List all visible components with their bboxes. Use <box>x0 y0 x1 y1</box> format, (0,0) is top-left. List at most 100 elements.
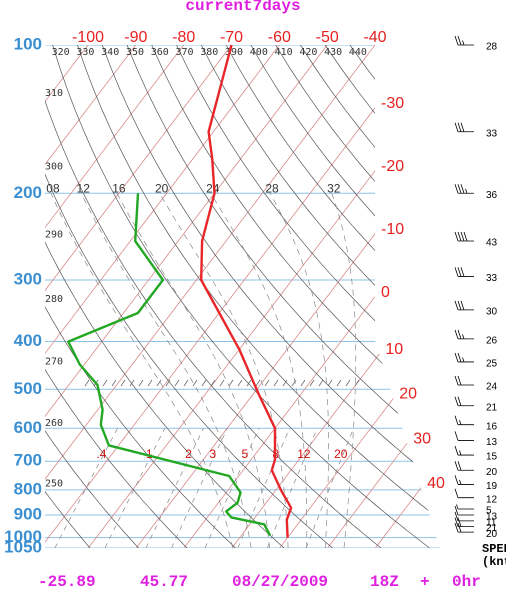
mixing-ratio <box>266 428 318 548</box>
footer-date: 08/27/2009 <box>232 573 328 591</box>
dry-adiabat <box>45 45 91 548</box>
mixing-label: 20 <box>334 447 348 461</box>
isotherm <box>45 45 328 548</box>
profile-line <box>67 193 272 536</box>
hatch <box>84 379 360 387</box>
temperature-label: 20 <box>399 386 417 403</box>
dry-adiabat <box>225 45 440 548</box>
wind-barb <box>454 431 474 441</box>
theta-label: 310 <box>45 88 63 99</box>
wind-barb <box>454 415 474 426</box>
dry-adiabat <box>52 45 430 548</box>
isotherm <box>45 45 137 548</box>
wind-speed: 5 <box>486 506 492 517</box>
mixing-ratio <box>204 428 260 548</box>
wind-speed: 43 <box>486 238 498 249</box>
labels: 10020030040050060070080090010001050-100-… <box>4 29 445 556</box>
isotherm <box>135 45 440 548</box>
wind-speed: 30 <box>486 307 498 318</box>
mixing-label: 1 <box>146 447 153 461</box>
theta-label: 360 <box>151 47 169 58</box>
wind-barb <box>454 375 474 386</box>
footer-hour: 18Z <box>370 573 399 591</box>
wind-barb <box>456 504 474 510</box>
wind-speed: 33 <box>486 273 498 284</box>
dry-adiabat <box>324 45 440 548</box>
wind-unit: (knts) <box>482 555 506 569</box>
wind-barb <box>454 352 474 363</box>
theta-label: 380 <box>200 47 218 58</box>
temperature-label: -60 <box>268 29 291 46</box>
theta-label: 280 <box>45 294 63 305</box>
pressure-label: 500 <box>14 379 42 398</box>
footer-plus: + <box>420 573 430 591</box>
temperature-label: -20 <box>381 158 404 175</box>
wind-barb <box>454 511 474 522</box>
wind-speed: 13 <box>486 512 498 523</box>
temperature-label: -10 <box>381 221 404 238</box>
mixing-label: 5 <box>241 447 248 461</box>
theta-label: 270 <box>45 356 63 367</box>
dry-adiabat <box>77 45 440 548</box>
pressure-label: 300 <box>14 269 42 288</box>
theta-label: 290 <box>45 229 63 240</box>
theta-label: 340 <box>101 47 119 58</box>
isotherm <box>183 45 440 548</box>
theta-label: 400 <box>250 47 268 58</box>
wind-barb <box>454 300 474 311</box>
wind-speed: 20 <box>486 529 498 540</box>
pressure-label: 800 <box>14 479 42 498</box>
wind-barb <box>454 445 474 456</box>
wind-speed: 26 <box>486 336 498 347</box>
dry-adiabat <box>275 45 440 548</box>
dry-adiabat <box>349 45 440 548</box>
isotherm <box>45 45 424 548</box>
wind-speed: 24 <box>486 382 498 393</box>
theta-label: 350 <box>126 47 144 58</box>
wind-speed: 11 <box>486 518 497 529</box>
dry-adiabat <box>45 45 382 548</box>
footer-forecast: 0hr <box>452 573 481 591</box>
wind-barb <box>454 329 474 340</box>
pressure-label: 400 <box>14 331 42 350</box>
moist-adiabat <box>210 193 308 548</box>
wind-barb <box>454 122 474 133</box>
pressure-label: 700 <box>14 451 42 470</box>
isotherm <box>45 45 280 548</box>
pressure-label: 900 <box>14 505 42 524</box>
moist-adiabat <box>331 193 357 548</box>
pressure-label: 100 <box>14 34 42 53</box>
wind-speed: 33 <box>486 128 498 139</box>
temperature-label: 10 <box>385 341 403 358</box>
theta-label: 440 <box>349 47 367 58</box>
wind-barb <box>454 517 474 527</box>
pressure-label: 600 <box>14 418 42 437</box>
pressure-label: 200 <box>14 183 42 202</box>
wind-barb <box>454 523 474 533</box>
wind-title: SPEED <box>482 542 506 556</box>
temperature-label: 40 <box>427 475 445 492</box>
theta-label: 420 <box>299 47 317 58</box>
theta-label: 390 <box>225 47 243 58</box>
temperature-label: -100 <box>72 29 104 46</box>
dry-adiabat <box>101 45 440 548</box>
moist-label: 12 <box>77 181 91 195</box>
mixing-ratio <box>145 428 204 548</box>
pressure-label: 1050 <box>4 537 42 556</box>
wind-speed: 21 <box>486 523 498 534</box>
moist-label: 20 <box>155 181 169 195</box>
temperature-label: 0 <box>381 284 390 301</box>
moist-adiabat <box>269 193 329 548</box>
wind-barb <box>454 396 474 407</box>
isotherm <box>45 45 232 548</box>
moist-label: 32 <box>327 181 341 195</box>
mixing-ratio <box>305 428 355 548</box>
dry-adiabat <box>45 45 285 548</box>
theta-label: 260 <box>45 418 63 429</box>
wind-barb <box>454 267 474 277</box>
temperature-label: 30 <box>413 430 431 447</box>
wind-speed: 19 <box>486 481 498 492</box>
theta-label: 320 <box>52 47 70 58</box>
theta-label: 430 <box>324 47 342 58</box>
